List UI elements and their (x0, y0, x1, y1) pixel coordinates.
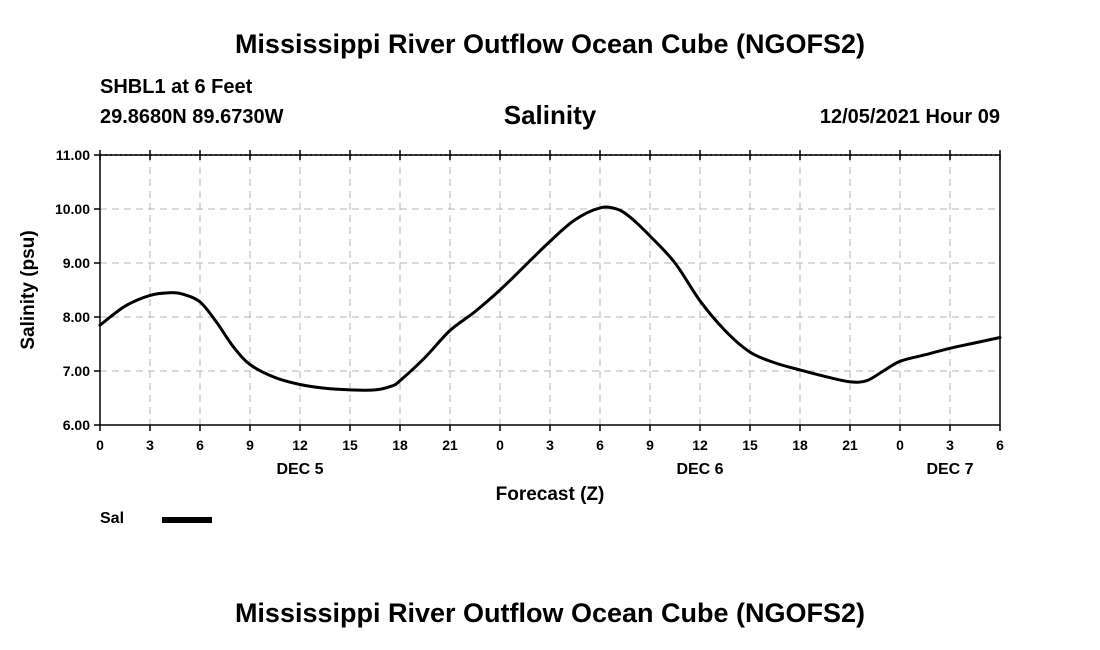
grid-layer (100, 154, 1000, 425)
x-tick-label: 15 (342, 437, 358, 453)
x-tick-label: 9 (646, 437, 654, 453)
x-tick-label: 3 (546, 437, 554, 453)
y-tick-label: 6.00 (63, 417, 90, 433)
variable-title: Salinity (503, 100, 597, 130)
footer-title: Mississippi River Outflow Ocean Cube (NG… (234, 598, 866, 628)
x-tick-label: 21 (442, 437, 458, 453)
y-tick-label: 10.00 (55, 201, 90, 217)
legend-label: Sal (100, 510, 125, 527)
legend-swatch (162, 517, 212, 523)
date-label: DEC 6 (676, 461, 723, 478)
y-tick-label: 9.00 (63, 255, 90, 271)
x-tick-label: 0 (496, 437, 504, 453)
x-tick-label: 0 (96, 437, 104, 453)
date-label: DEC 7 (926, 461, 973, 478)
x-tick-label: 18 (392, 437, 408, 453)
x-tick-label: 18 (792, 437, 808, 453)
y-tick-label: 7.00 (63, 363, 90, 379)
ticks-layer (94, 150, 1001, 431)
x-tick-label: 3 (946, 437, 954, 453)
x-tick-label: 12 (292, 437, 308, 453)
x-tick-label: 21 (842, 437, 858, 453)
y-axis-title: Salinity (psu) (18, 230, 39, 349)
series-layer (98, 205, 1002, 392)
x-tick-label: 12 (692, 437, 708, 453)
x-tick-label: 0 (896, 437, 904, 453)
x-tick-label: 9 (246, 437, 254, 453)
y-tick-label: 8.00 (63, 309, 90, 325)
station-label: SHBL1 at 6 Feet (100, 76, 253, 98)
labels-layer: 6.00 7.00 8.00 9.00 10.00 11.00 0 3 6 9 12 15 18 21 0 3… (55, 147, 1004, 478)
series-line-sal (98, 205, 1002, 392)
x-tick-label: 6 (596, 437, 604, 453)
x-tick-label: 15 (742, 437, 758, 453)
x-tick-label: 3 (146, 437, 154, 453)
date-label: DEC 5 (276, 461, 323, 478)
y-tick-label: 11.00 (56, 147, 90, 163)
main-title: Mississippi River Outflow Ocean Cube (NG… (234, 29, 866, 59)
x-axis-title: Forecast (Z) (496, 484, 605, 505)
x-tick-label: 6 (196, 437, 204, 453)
station-coordinates: 29.8680N 89.6730W (100, 106, 284, 128)
x-tick-label: 6 (996, 437, 1004, 453)
forecast-datetime: 12/05/2021 Hour 09 (819, 106, 1000, 128)
